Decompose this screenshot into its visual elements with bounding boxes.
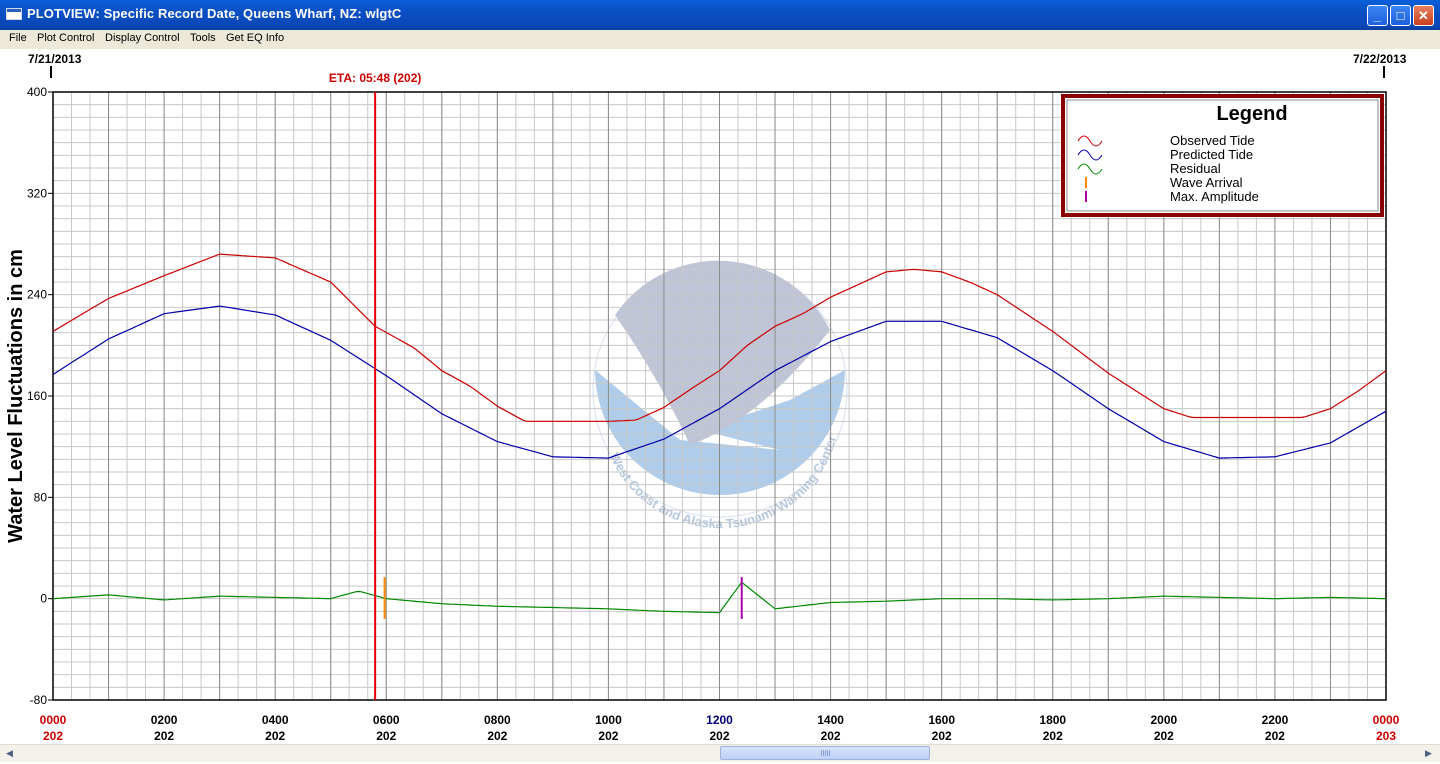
x-tick-day-label: 202: [821, 729, 841, 743]
grip-icon: [821, 750, 831, 756]
observed-tide-line: [52, 253, 1387, 422]
window-title: PLOTVIEW: Specific Record Date, Queens W…: [27, 6, 402, 21]
y-tick-label: 0: [40, 592, 47, 606]
legend-title: Legend: [1216, 103, 1287, 125]
scroll-left-icon[interactable]: ◀: [6, 748, 13, 758]
x-tick-day-label: 202: [376, 729, 396, 743]
y-tick-label: -80: [30, 693, 48, 707]
menu-file[interactable]: File: [9, 32, 27, 44]
x-tick-day-label: 202: [709, 729, 729, 743]
app-icon: [6, 8, 22, 20]
x-tick-day-label: 202: [265, 729, 285, 743]
x-tick-day-label: 202: [1265, 729, 1285, 743]
legend-item-label: Wave Arrival: [1170, 175, 1243, 190]
legend-frame: [1061, 94, 1384, 217]
x-tick-label: 2000: [1150, 713, 1177, 727]
maximize-button[interactable]: □: [1390, 5, 1411, 26]
residual-line: [52, 581, 1387, 614]
close-button[interactable]: ✕: [1413, 5, 1434, 26]
x-tick-label: 0000: [1373, 713, 1400, 727]
x-tick-label: 2200: [1262, 713, 1289, 727]
x-tick-label: 1200: [706, 713, 733, 727]
predicted-tide-icon: [1077, 149, 1103, 161]
y-tick-label: 400: [27, 85, 47, 99]
observed-tide-icon: [1077, 135, 1103, 147]
legend-item-label: Observed Tide: [1170, 133, 1255, 148]
end-date-label: 7/22/2013: [1353, 52, 1407, 66]
horizontal-scrollbar[interactable]: ◀ ▶: [0, 744, 1440, 762]
maximize-icon: □: [1396, 8, 1405, 23]
x-tick-label: 0200: [151, 713, 178, 727]
x-tick-day-label: 202: [154, 729, 174, 743]
x-tick-label: 1000: [595, 713, 622, 727]
eta-label: ETA: 05:48 (202): [329, 71, 421, 85]
x-tick-label: 0800: [484, 713, 511, 727]
y-tick-label: 320: [27, 186, 47, 200]
menu-plot-control[interactable]: Plot Control: [37, 32, 95, 44]
x-tick-label: 0000: [40, 713, 67, 727]
scroll-right-icon[interactable]: ▶: [1425, 748, 1432, 758]
menu-get-eq-info[interactable]: Get EQ Info: [226, 32, 285, 44]
watermark-bird: [615, 260, 830, 445]
title-bar[interactable]: PLOTVIEW: Specific Record Date, Queens W…: [0, 0, 1440, 30]
scroll-thumb[interactable]: [720, 746, 930, 760]
legend-item-label: Max. Amplitude: [1170, 189, 1259, 204]
x-tick-day-label: 202: [598, 729, 618, 743]
y-tick-label: 240: [27, 288, 47, 302]
x-tick-day-label: 203: [1376, 729, 1396, 743]
minimize-button[interactable]: _: [1367, 5, 1388, 26]
x-tick-day-label: 202: [43, 729, 63, 743]
x-tick-day-label: 202: [932, 729, 952, 743]
x-tick-day-label: 202: [1154, 729, 1174, 743]
x-tick-label: 0400: [262, 713, 289, 727]
menu-display-control[interactable]: Display Control: [105, 32, 180, 44]
legend-inner-frame: [1066, 99, 1379, 212]
x-tick-day-label: 202: [1043, 729, 1063, 743]
menu-tools[interactable]: Tools: [190, 32, 216, 44]
predicted-tide-line: [52, 305, 1387, 459]
y-axis-label: Water Level Fluctuations in cm: [5, 249, 27, 543]
legend-item-label: Residual: [1170, 161, 1221, 176]
close-icon: ✕: [1418, 8, 1429, 23]
y-tick-label: 80: [34, 490, 48, 504]
minimize-icon: _: [1373, 8, 1382, 23]
y-tick-label: 160: [27, 389, 47, 403]
x-tick-label: 1600: [928, 713, 955, 727]
x-tick-day-label: 202: [487, 729, 507, 743]
x-tick-label: 1400: [817, 713, 844, 727]
start-date-label: 7/21/2013: [28, 52, 82, 66]
legend-item-label: Predicted Tide: [1170, 147, 1253, 162]
residual-icon: [1077, 163, 1103, 175]
x-tick-label: 1800: [1039, 713, 1066, 727]
x-tick-label: 0600: [373, 713, 400, 727]
